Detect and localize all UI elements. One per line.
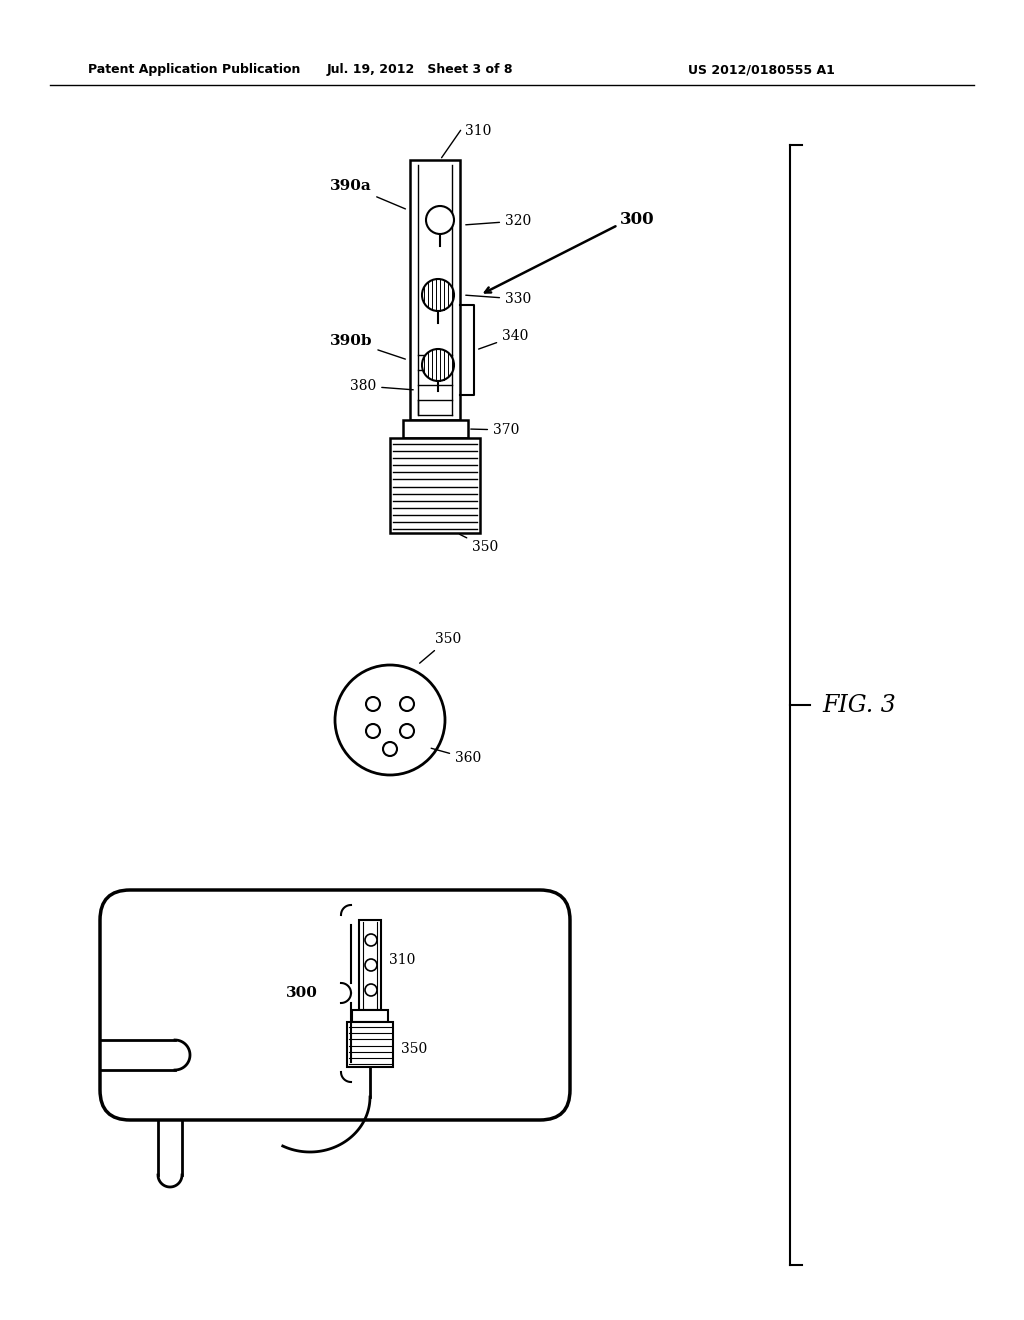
Circle shape xyxy=(426,206,454,234)
Circle shape xyxy=(400,697,414,711)
Circle shape xyxy=(365,960,377,972)
Bar xyxy=(390,438,480,533)
Text: Jul. 19, 2012   Sheet 3 of 8: Jul. 19, 2012 Sheet 3 of 8 xyxy=(327,63,513,77)
Text: 350: 350 xyxy=(460,535,499,554)
Bar xyxy=(352,1010,388,1022)
Circle shape xyxy=(365,983,377,997)
Text: 380: 380 xyxy=(350,379,414,393)
Bar xyxy=(403,420,468,438)
Text: 330: 330 xyxy=(466,292,531,306)
Bar xyxy=(359,920,381,1010)
Text: 370: 370 xyxy=(471,422,519,437)
Text: 320: 320 xyxy=(466,214,531,228)
Circle shape xyxy=(366,723,380,738)
Text: 390a: 390a xyxy=(330,180,406,209)
Text: 350: 350 xyxy=(420,632,461,663)
Text: 350: 350 xyxy=(401,1041,427,1056)
Text: 310: 310 xyxy=(441,124,492,157)
Circle shape xyxy=(422,348,454,381)
Text: 360: 360 xyxy=(431,748,481,766)
Text: 390b: 390b xyxy=(330,334,406,359)
Circle shape xyxy=(422,279,454,312)
Circle shape xyxy=(335,665,445,775)
Text: US 2012/0180555 A1: US 2012/0180555 A1 xyxy=(688,63,835,77)
Text: 300: 300 xyxy=(286,986,317,1001)
Circle shape xyxy=(366,697,380,711)
Text: FIG. 3: FIG. 3 xyxy=(822,693,896,717)
Bar xyxy=(347,1022,393,1067)
Bar xyxy=(410,160,460,420)
Circle shape xyxy=(383,742,397,756)
Text: 310: 310 xyxy=(389,953,416,968)
Circle shape xyxy=(365,935,377,946)
FancyBboxPatch shape xyxy=(100,890,570,1119)
Circle shape xyxy=(400,723,414,738)
Text: 300: 300 xyxy=(620,211,654,228)
Text: Patent Application Publication: Patent Application Publication xyxy=(88,63,300,77)
Text: 340: 340 xyxy=(478,329,528,348)
